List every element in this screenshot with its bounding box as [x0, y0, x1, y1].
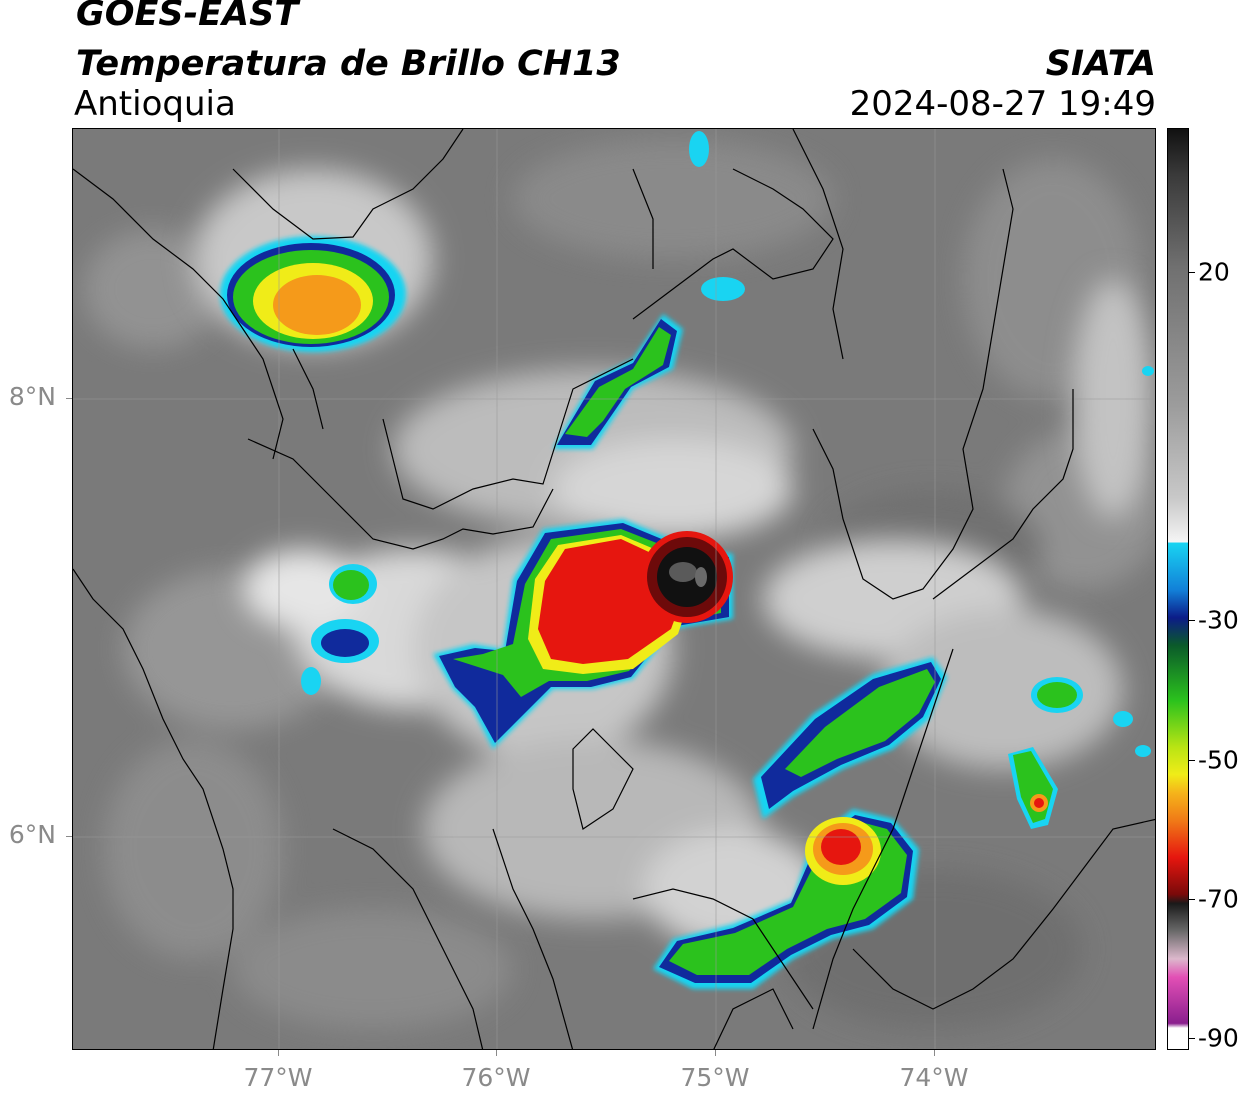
satellite-title: GOES-EAST	[76, 0, 299, 34]
lon-label-75w: 75°W	[680, 1063, 750, 1092]
lon-tick-77w	[278, 1050, 279, 1056]
lon-tick-76w	[496, 1050, 497, 1056]
colorbar-tick-minus30	[1189, 620, 1195, 621]
lon-label-76w: 76°W	[461, 1063, 531, 1092]
colorbar-label-minus70: -70	[1198, 884, 1239, 914]
region-label: Antioquia	[74, 84, 236, 124]
product-title: Temperatura de Brillo CH13	[76, 44, 621, 84]
storm-cell-southeast	[653, 809, 919, 989]
lon-tick-74w	[934, 1050, 935, 1056]
lon-label-74w: 74°W	[899, 1063, 969, 1092]
colorbar-tick-minus90	[1189, 1038, 1195, 1039]
storm-cell-central	[433, 519, 733, 749]
colorbar-gradient	[1168, 129, 1188, 1049]
colorbar-label-minus30: -30	[1198, 605, 1239, 635]
storm-cell-far-east	[1008, 366, 1154, 829]
boundaries	[73, 129, 1155, 1049]
storm-cell-east-elongated	[753, 657, 947, 819]
colorbar-tick-minus50	[1189, 760, 1195, 761]
storm-cell-west-small	[301, 564, 379, 695]
colorbar-label-20: 20	[1198, 257, 1230, 287]
lon-tick-75w	[715, 1050, 716, 1056]
organization-label: SIATA	[1045, 44, 1156, 84]
colorbar-label-minus50: -50	[1198, 745, 1239, 775]
colorbar-tick-minus70	[1189, 899, 1195, 900]
lat-tick-6n	[66, 836, 72, 837]
timestamp-label: 2024-08-27 19:49	[849, 84, 1156, 124]
lat-tick-8n	[66, 398, 72, 399]
storm-cell-north-central	[553, 131, 745, 449]
colorbar-label-minus90: -90	[1198, 1023, 1239, 1053]
lat-label-8n: 8°N	[8, 382, 56, 411]
colorbar	[1167, 128, 1189, 1050]
lat-label-6n: 6°N	[8, 820, 56, 849]
colorbar-tick-20	[1189, 272, 1195, 273]
graticule	[73, 129, 1155, 1049]
map-canvas	[73, 129, 1155, 1049]
lon-label-77w: 77°W	[243, 1063, 313, 1092]
brightness-temperature-map	[72, 128, 1156, 1050]
storm-cell-northwest	[220, 236, 406, 352]
